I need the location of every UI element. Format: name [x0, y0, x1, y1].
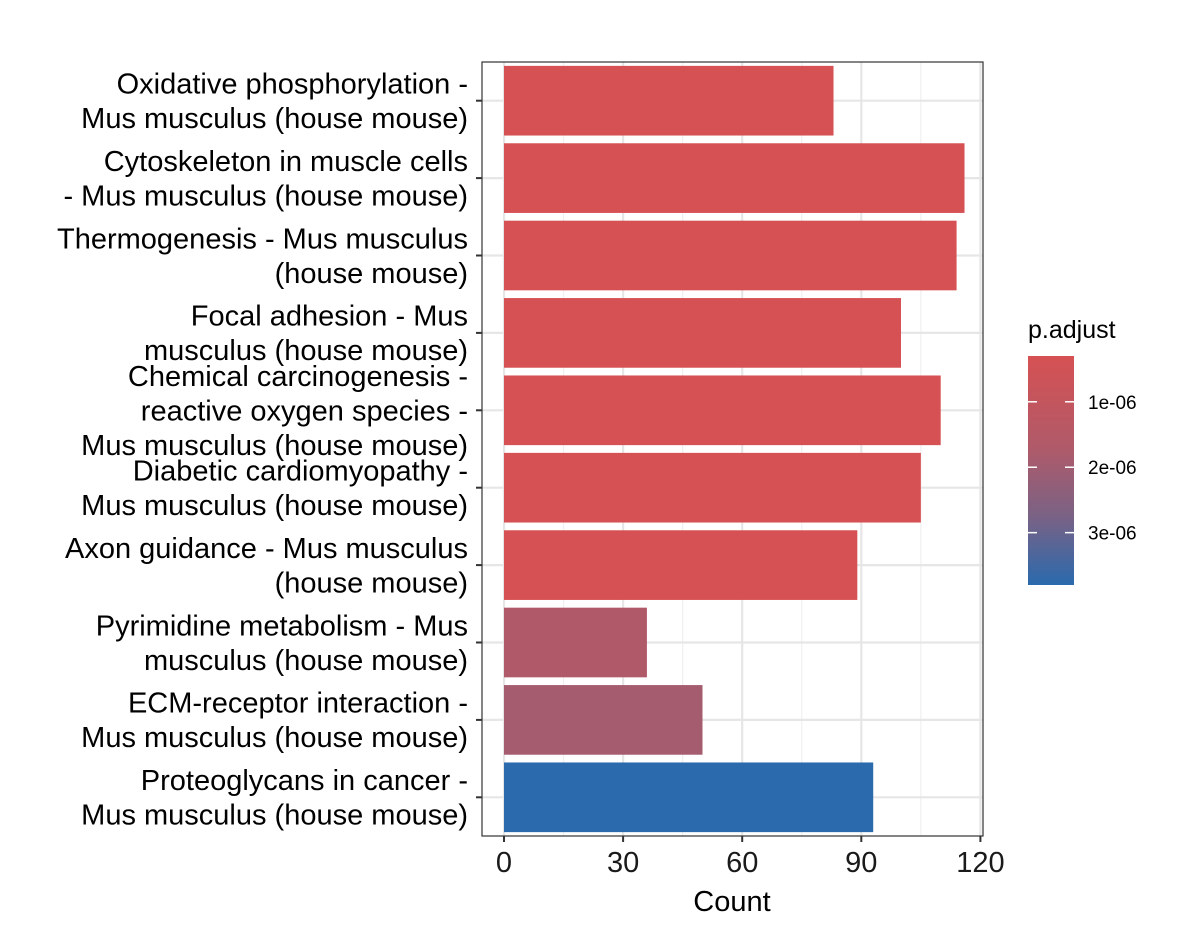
category-label-line: Focal adhesion - Mus — [191, 301, 468, 333]
legend: p.adjust 1e-06 2e-06 3e-06 — [1028, 316, 1137, 585]
category-label-line: Axon guidance - Mus musculus — [65, 533, 468, 565]
category-label-line: Pyrimidine metabolism - Mus — [96, 610, 468, 642]
category-label-line: Proteoglycans in cancer - — [141, 765, 468, 797]
category-labels: Oxidative phosphorylation -Mus musculus … — [57, 68, 482, 832]
category-label-line: reactive oxygen species - — [141, 395, 468, 427]
bar — [504, 685, 703, 755]
legend-ticks: 1e-06 2e-06 3e-06 — [1028, 393, 1137, 545]
bar — [504, 143, 965, 213]
bar — [504, 65, 834, 136]
legend-title: p.adjust — [1028, 316, 1116, 344]
x-tick-label: 30 — [607, 847, 639, 879]
category-label: Oxidative phosphorylation -Mus musculus … — [81, 68, 468, 135]
category-label: Cytoskeleton in muscle cells - Mus muscul… — [63, 146, 468, 213]
bar — [504, 298, 901, 368]
category-label: Proteoglycans in cancer -Mus musculus (h… — [81, 765, 468, 832]
panel-border — [481, 61, 984, 837]
category-label-line: Diabetic cardiomyopathy - — [133, 455, 468, 487]
bar — [504, 607, 647, 678]
category-label-line: ECM-receptor interaction - — [128, 688, 468, 720]
category-label: Chemical carcinogenesis -reactive oxygen… — [81, 361, 468, 462]
bar — [504, 452, 921, 523]
legend-tick-label: 1e-06 — [1088, 393, 1137, 414]
legend-tick-label: 2e-06 — [1088, 458, 1137, 479]
x-axis-title: Count — [693, 886, 770, 918]
category-label-line: - Mus musculus (house mouse) — [63, 180, 468, 212]
category-label-line: Cytoskeleton in muscle cells — [104, 146, 468, 178]
legend-colorbar — [1028, 356, 1074, 585]
category-label-line: (house mouse) — [275, 258, 468, 290]
category-label-line: musculus (house mouse) — [144, 335, 468, 367]
legend-tick-label: 3e-06 — [1088, 524, 1137, 545]
panel-frame — [481, 61, 984, 837]
category-label: Axon guidance - Mus musculus (house mouse… — [65, 533, 468, 600]
category-label-line: Mus musculus (house mouse) — [81, 103, 468, 135]
bar — [504, 220, 957, 291]
category-label-line: Oxidative phosphorylation - — [117, 68, 468, 100]
bar — [504, 530, 858, 600]
category-label: Pyrimidine metabolism - Mus musculus (hou… — [96, 610, 468, 677]
category-label-line: Mus musculus (house mouse) — [81, 722, 468, 754]
category-label-line: Chemical carcinogenesis - — [128, 361, 468, 393]
category-label-line: (house mouse) — [275, 567, 468, 599]
x-tick-label: 120 — [956, 847, 1004, 879]
x-axis-ticks: 0 30 60 90 120 — [496, 836, 1005, 879]
bar — [504, 375, 941, 446]
category-label-line: musculus (house mouse) — [144, 645, 468, 677]
category-label-line: Mus musculus (house mouse) — [81, 430, 468, 462]
category-label: Thermogenesis - Mus musculus (house mouse… — [57, 223, 468, 290]
bars — [504, 65, 965, 833]
category-label: ECM-receptor interaction -Mus musculus (… — [81, 688, 468, 755]
category-label-line: Mus musculus (house mouse) — [81, 800, 468, 832]
x-tick-label: 0 — [496, 847, 512, 879]
category-label-line: Mus musculus (house mouse) — [81, 490, 468, 522]
bar — [504, 762, 874, 833]
x-tick-label: 90 — [845, 847, 877, 879]
category-label: Diabetic cardiomyopathy -Mus musculus (h… — [81, 455, 468, 522]
x-tick-label: 60 — [726, 847, 758, 879]
category-label: Focal adhesion - Mus musculus (house mous… — [144, 301, 468, 368]
category-label-line: Thermogenesis - Mus musculus — [57, 223, 468, 255]
